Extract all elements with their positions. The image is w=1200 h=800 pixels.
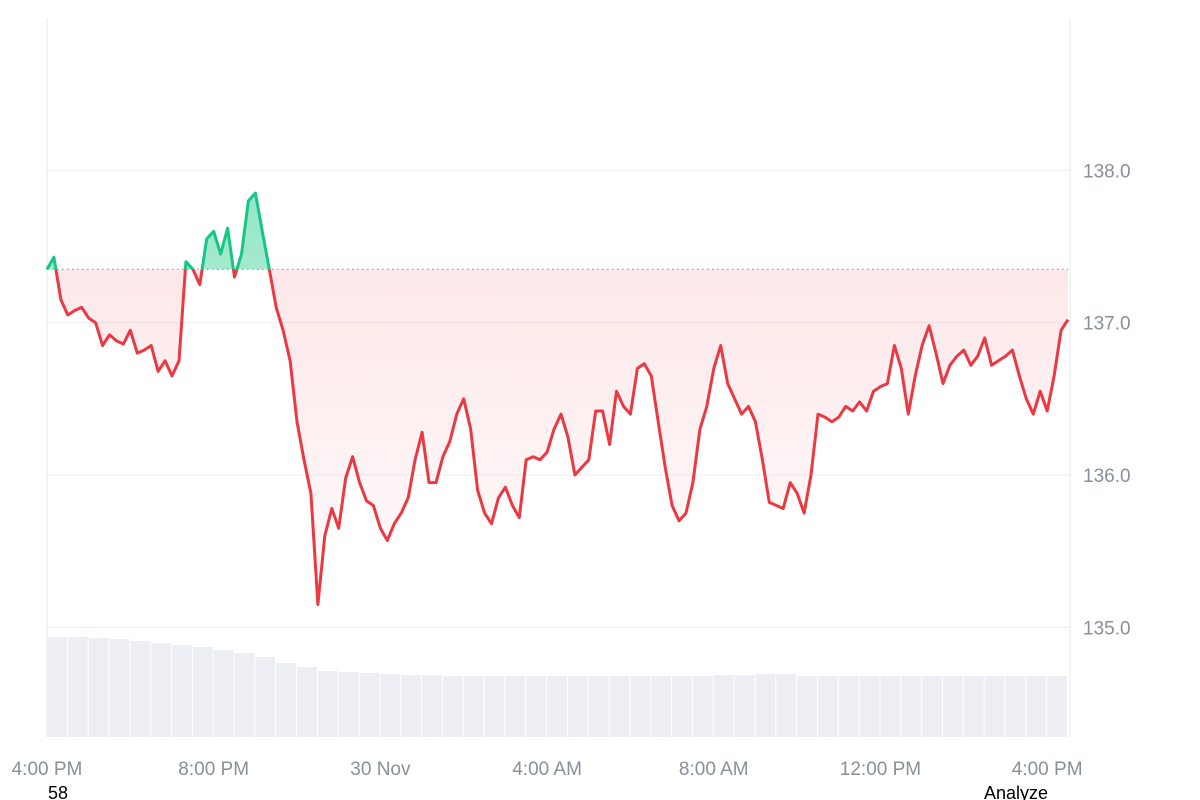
volume-bar — [984, 676, 1005, 737]
volume-bar — [505, 676, 526, 737]
volume-bar — [255, 657, 276, 737]
volume-bar — [942, 676, 963, 737]
volume-bar — [317, 671, 338, 737]
volume-bar — [130, 641, 151, 737]
x-tick-label: 30 Nov — [350, 759, 411, 780]
volume-bar — [422, 675, 442, 737]
x-tick-label: 4:00 AM — [512, 759, 582, 780]
area-down — [55, 269, 1068, 605]
volume-bar — [192, 647, 213, 737]
x-tick-label: 8:00 AM — [679, 759, 749, 780]
volume-bar — [151, 643, 172, 737]
volume-bar — [776, 674, 797, 737]
footer-left: 58 — [48, 783, 68, 800]
x-tick-label: 12:00 PM — [840, 759, 921, 780]
y-tick-label: 138.0 — [1083, 161, 1131, 182]
volume-bar — [442, 676, 463, 737]
volume-bar — [1047, 676, 1067, 737]
volume-bar — [547, 676, 567, 737]
volume-bar — [817, 676, 838, 737]
volume-bar — [838, 676, 859, 737]
volume-bar — [630, 676, 651, 737]
volume-bar — [859, 676, 880, 737]
volume-bar — [526, 676, 547, 737]
volume-bar — [463, 676, 484, 737]
volume-bar — [213, 650, 234, 737]
volume-bar — [359, 673, 380, 737]
volume-bar — [797, 676, 817, 737]
volume-bar — [609, 676, 630, 737]
volume-bar — [734, 675, 755, 737]
y-tick-label: 137.0 — [1083, 314, 1131, 335]
volume-bar — [567, 676, 588, 737]
volume-bar — [276, 663, 297, 737]
volume-bar — [234, 653, 255, 737]
volume-bar — [380, 674, 401, 737]
volume-bar — [713, 675, 734, 737]
volume-bar — [880, 676, 901, 737]
volume-bar — [588, 676, 609, 737]
volume-bar — [755, 674, 776, 737]
volume-bar — [88, 638, 109, 737]
volume-bar — [109, 639, 130, 737]
volume-bar — [47, 637, 67, 737]
x-tick-label: 8:00 PM — [178, 759, 249, 780]
y-tick-label: 135.0 — [1083, 618, 1131, 639]
price-line-up — [45, 191, 271, 270]
volume-bar — [963, 676, 984, 737]
volume-bar — [1005, 676, 1026, 737]
area-up — [47, 193, 1068, 270]
volume-bar — [651, 676, 672, 737]
volume-bar — [401, 675, 422, 737]
volume-bar — [692, 676, 713, 737]
volume-bar — [297, 667, 317, 737]
x-tick-label: 4:00 PM — [12, 759, 83, 780]
volume-bar — [1026, 676, 1047, 737]
volume-bar — [672, 676, 692, 737]
volume-bar — [922, 676, 942, 737]
price-line-down — [47, 269, 1070, 606]
volume-bar — [338, 672, 359, 737]
x-tick-label: 4:00 PM — [1012, 759, 1083, 780]
volume-bar — [484, 676, 505, 737]
volume-bar — [67, 637, 88, 737]
y-tick-label: 136.0 — [1083, 466, 1131, 487]
volume-bar — [901, 676, 922, 737]
volume-bar — [172, 645, 192, 737]
footer-right[interactable]: Analyze — [984, 783, 1048, 800]
